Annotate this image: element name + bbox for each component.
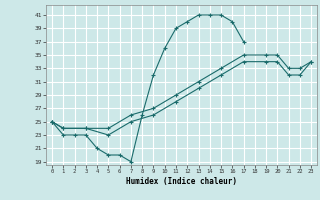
X-axis label: Humidex (Indice chaleur): Humidex (Indice chaleur) (126, 177, 237, 186)
